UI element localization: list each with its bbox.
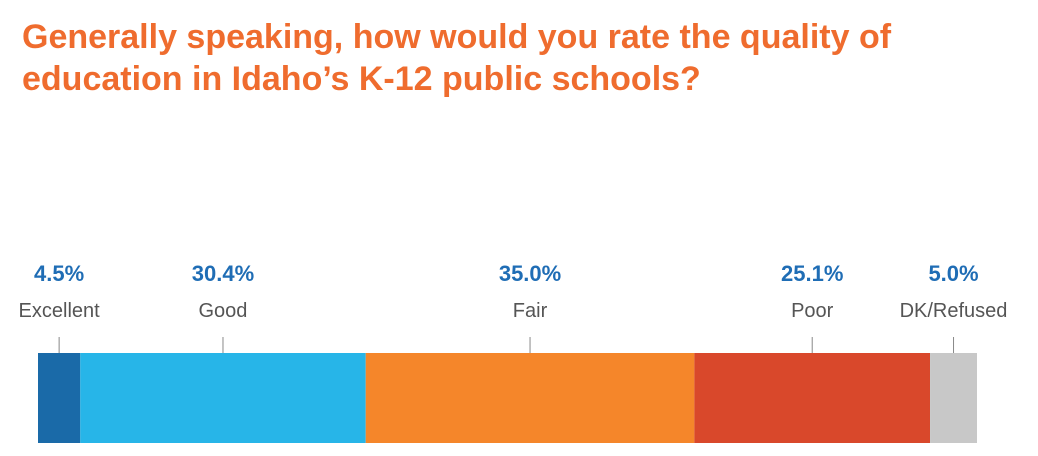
bar-segment (694, 353, 931, 443)
bar-segment (38, 353, 81, 443)
bar-segment (365, 353, 695, 443)
value-label: 25.1% (781, 261, 843, 286)
value-label: 4.5% (34, 261, 84, 286)
value-label: 5.0% (928, 261, 978, 286)
category-label: Good (199, 300, 248, 322)
bar-segment (930, 353, 977, 443)
category-label: Fair (513, 300, 548, 322)
category-label: Poor (791, 300, 834, 322)
category-label: DK/Refused (900, 300, 1008, 322)
bar-segment (80, 353, 366, 443)
value-label: 35.0% (499, 261, 561, 286)
value-label: 30.4% (192, 261, 254, 286)
chart-title: Generally speaking, how would you rate t… (22, 18, 892, 98)
category-label: Excellent (19, 300, 101, 322)
